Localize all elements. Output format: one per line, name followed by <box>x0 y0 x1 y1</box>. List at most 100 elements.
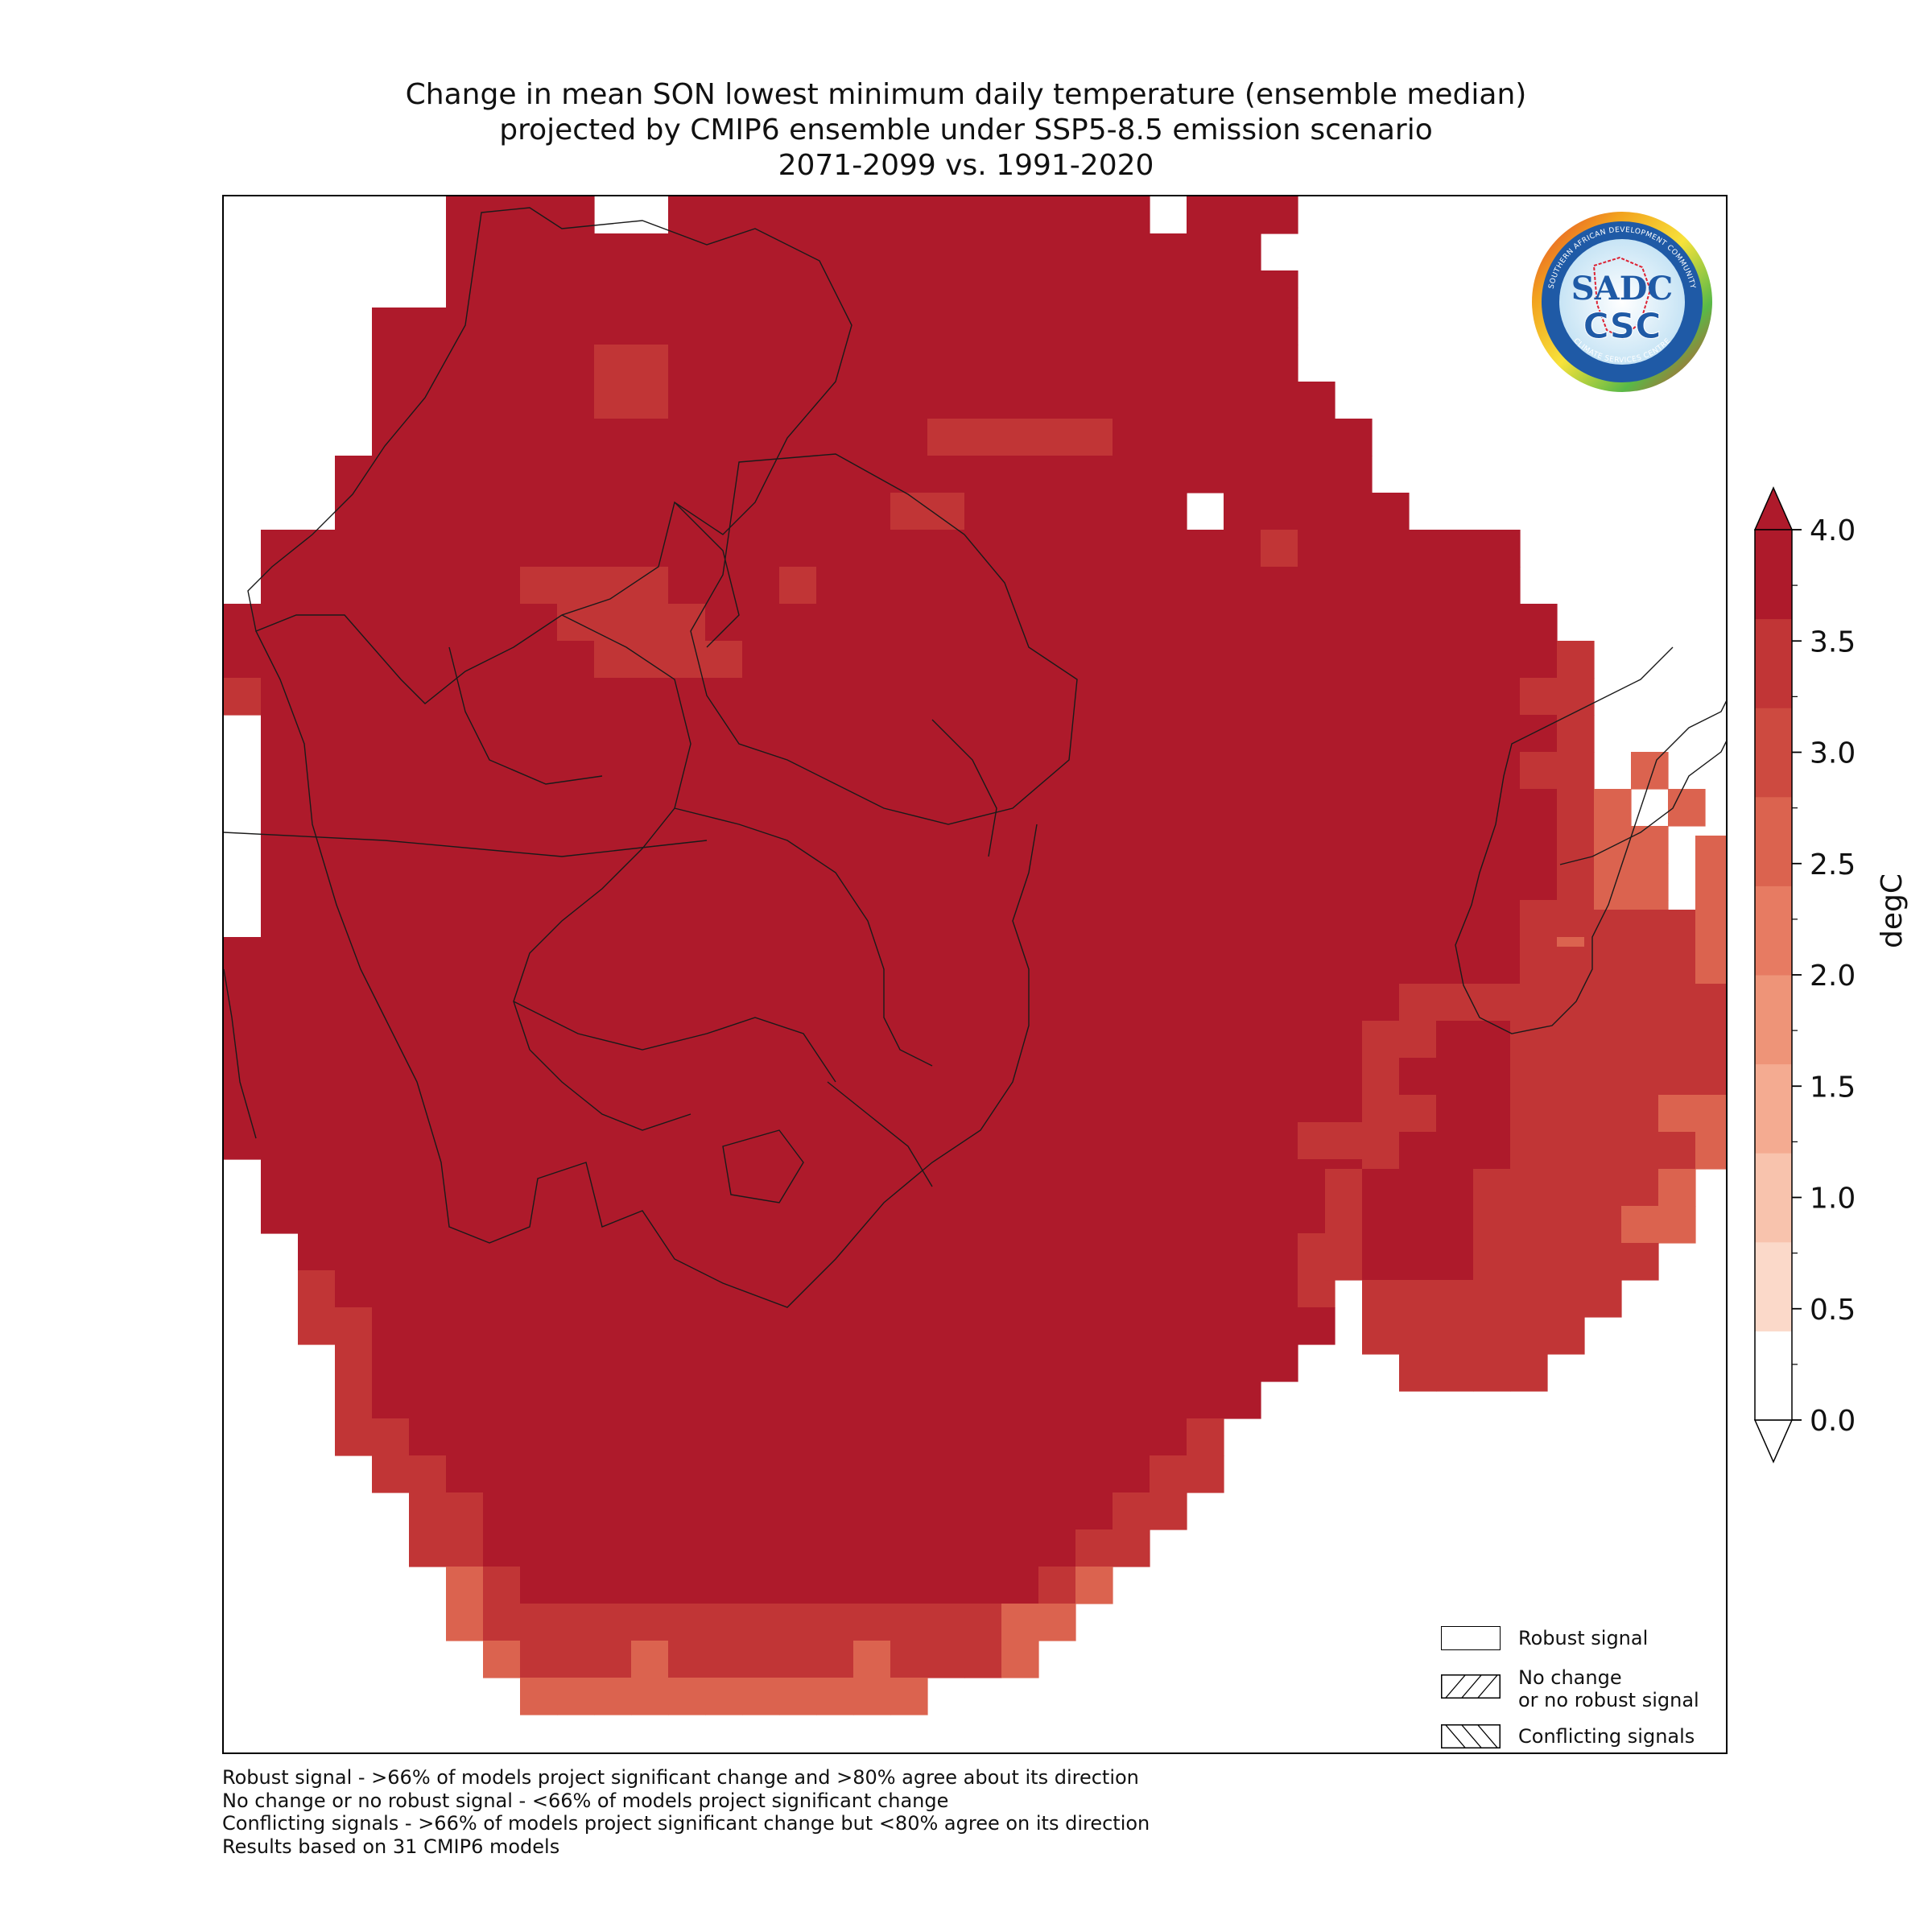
grid-cell <box>1261 1270 1298 1308</box>
colorbar-tick-label: 1.5 <box>1810 1071 1856 1104</box>
grid-cell <box>890 345 928 382</box>
grid-cell <box>298 1270 336 1308</box>
grid-cell <box>1075 1492 1113 1530</box>
grid-cell <box>1038 1530 1076 1567</box>
grid-cell <box>779 345 817 382</box>
grid-cell <box>372 641 410 679</box>
grid-cell <box>927 456 965 493</box>
grid-cell <box>520 1530 558 1567</box>
grid-cell <box>705 419 743 456</box>
grid-cell <box>557 530 595 568</box>
grid-cell <box>1298 641 1335 679</box>
grid-cell <box>1298 974 1335 1012</box>
legend-swatch-robust <box>1441 1626 1501 1650</box>
grid-cell <box>890 974 928 1012</box>
grid-cell <box>1557 789 1595 827</box>
grid-cell <box>520 1307 558 1345</box>
grid-cell <box>1298 863 1335 901</box>
grid-cell <box>335 641 373 679</box>
grid-cell <box>335 1233 373 1271</box>
grid-cell <box>594 1048 632 1086</box>
colorbar-segment <box>1755 1063 1792 1154</box>
grid-cell <box>1399 1206 1437 1244</box>
grid-cell <box>372 1307 410 1345</box>
grid-cell <box>557 678 595 716</box>
grid-cell <box>853 1567 891 1604</box>
grid-cell <box>1224 1233 1261 1271</box>
grid-cell <box>557 1530 595 1567</box>
grid-cell <box>261 1159 299 1197</box>
grid-cell <box>1001 308 1039 345</box>
colorbar-tick-label: 0.0 <box>1810 1405 1856 1438</box>
grid-cell <box>1409 715 1447 753</box>
grid-cell <box>1224 233 1261 271</box>
grid-cell <box>1547 1243 1585 1281</box>
grid-cell <box>964 1085 1002 1123</box>
grid-cell <box>1372 604 1410 642</box>
border-line <box>722 1129 804 1203</box>
grid-cell <box>409 1270 447 1308</box>
grid-cell <box>631 308 669 345</box>
grid-cell <box>742 419 780 456</box>
grid-cell <box>1446 789 1484 827</box>
grid-cell <box>298 752 336 790</box>
grid-cell <box>890 1418 928 1456</box>
grid-cell <box>1594 789 1632 827</box>
grid-cell <box>1473 984 1511 1022</box>
grid-cell <box>1001 1122 1039 1160</box>
grid-cell <box>779 1122 817 1160</box>
grid-cell <box>964 937 1002 975</box>
grid-cell <box>779 1492 817 1530</box>
grid-cell <box>1399 1317 1437 1355</box>
grid-cell <box>1038 1567 1076 1604</box>
grid-cell <box>853 974 891 1012</box>
grid-cell <box>446 1011 484 1049</box>
grid-cell <box>298 974 336 1012</box>
grid-cell <box>483 1196 521 1234</box>
grid-cell <box>520 641 558 679</box>
grid-cell <box>1695 873 1726 910</box>
grid-cell <box>631 1381 669 1419</box>
grid-cell <box>372 1196 410 1234</box>
grid-cell <box>1113 308 1150 345</box>
grid-cell <box>1150 1270 1187 1308</box>
grid-cell <box>1473 1317 1511 1355</box>
grid-cell <box>1362 1317 1400 1355</box>
grid-cell <box>964 382 1002 419</box>
grid-cell <box>779 604 817 642</box>
grid-cell <box>1695 947 1726 985</box>
grid-cell <box>1001 456 1039 493</box>
grid-cell <box>742 1381 780 1419</box>
grid-cell <box>1187 1455 1224 1493</box>
grid-cell <box>1187 1418 1224 1456</box>
grid-cell <box>1621 1206 1659 1244</box>
grid-cell <box>779 1567 817 1604</box>
grid-cell <box>890 270 928 308</box>
grid-cell <box>1520 826 1558 864</box>
grid-cell <box>742 530 780 568</box>
grid-cell <box>557 789 595 827</box>
grid-cell <box>483 270 521 308</box>
grid-cell <box>853 567 891 605</box>
border-line <box>931 719 997 857</box>
grid-cell <box>853 1122 891 1160</box>
grid-cell <box>1372 937 1410 975</box>
grid-cell <box>1520 789 1558 827</box>
grid-cell <box>1261 419 1298 456</box>
grid-cell <box>1113 382 1150 419</box>
grid-cell <box>1399 1095 1437 1133</box>
grid-cell <box>557 456 595 493</box>
grid-cell <box>1658 984 1696 1022</box>
grid-cell <box>964 1530 1002 1567</box>
grid-cell <box>1150 1455 1187 1493</box>
grid-cell <box>705 900 743 938</box>
grid-cell <box>1372 863 1410 901</box>
grid-cell <box>668 863 706 901</box>
grid-cell <box>335 567 373 605</box>
grid-cell <box>890 678 928 716</box>
grid-cell <box>705 1196 743 1234</box>
grid-cell <box>964 1641 1002 1678</box>
grid-cell <box>1075 1196 1113 1234</box>
grid-cell <box>372 1048 410 1086</box>
grid-cell <box>446 530 484 568</box>
